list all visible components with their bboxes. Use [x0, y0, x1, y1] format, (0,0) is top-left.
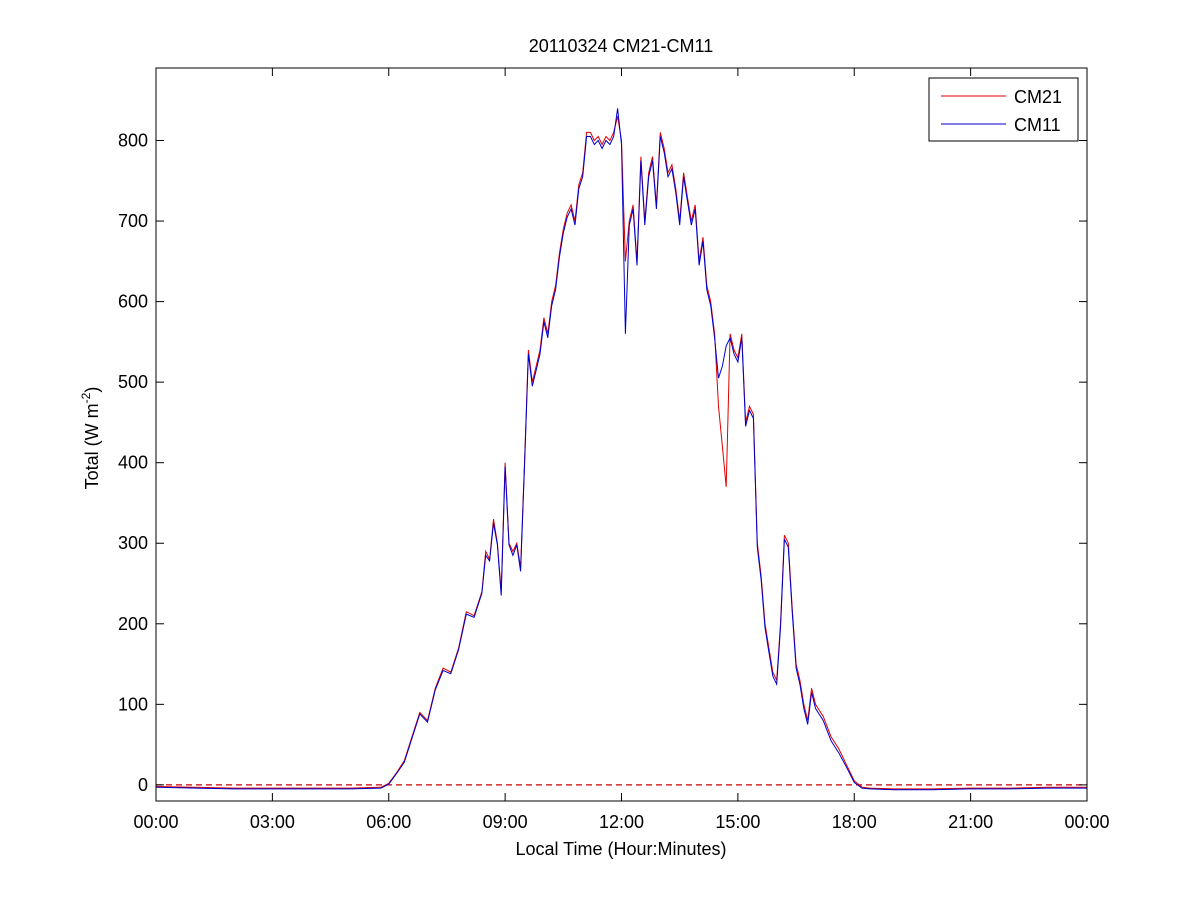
- series-line-cm11: [156, 108, 1087, 791]
- x-tick-label: 12:00: [599, 812, 644, 832]
- y-tick-label: 400: [118, 453, 148, 473]
- y-tick-label: 600: [118, 292, 148, 312]
- x-tick-label: 15:00: [715, 812, 760, 832]
- legend-label-cm21: CM21: [1014, 87, 1062, 107]
- y-axis-label-prefix: Total (W m: [82, 403, 102, 489]
- x-tick-label: 21:00: [948, 812, 993, 832]
- legend-box: [928, 77, 1079, 142]
- legend-label-cm11: CM11: [1014, 115, 1061, 135]
- axes: 00:00 03:00 06:00 09:00 12:00 15:00 18:00 21:00…: [118, 67, 1110, 832]
- y-axis-label: Total (W m-2): [79, 387, 102, 490]
- legend: CM21 CM11: [928, 77, 1079, 142]
- y-tick-label: 300: [118, 533, 148, 553]
- x-axis-label: Local Time (Hour:Minutes): [515, 839, 726, 859]
- y-tick-label: 800: [118, 130, 148, 150]
- y-tick-label: 700: [118, 211, 148, 231]
- y-axis-label-suffix: ): [82, 387, 102, 393]
- y-tick-label: 100: [118, 694, 148, 714]
- chart-title: 20110324 CM21-CM11: [529, 36, 713, 56]
- x-tick-label: 18:00: [832, 812, 877, 832]
- y-axis-label-superscript: -2: [79, 392, 93, 403]
- x-tick-label: 00:00: [1064, 812, 1109, 832]
- x-tick-label: 03:00: [250, 812, 295, 832]
- y-tick-label: 0: [138, 775, 148, 795]
- x-tick-label: 06:00: [366, 812, 411, 832]
- x-tick-label: 00:00: [133, 812, 178, 832]
- y-tick-label: 200: [118, 614, 148, 634]
- y-tick-label: 500: [118, 372, 148, 392]
- x-tick-label: 09:00: [483, 812, 528, 832]
